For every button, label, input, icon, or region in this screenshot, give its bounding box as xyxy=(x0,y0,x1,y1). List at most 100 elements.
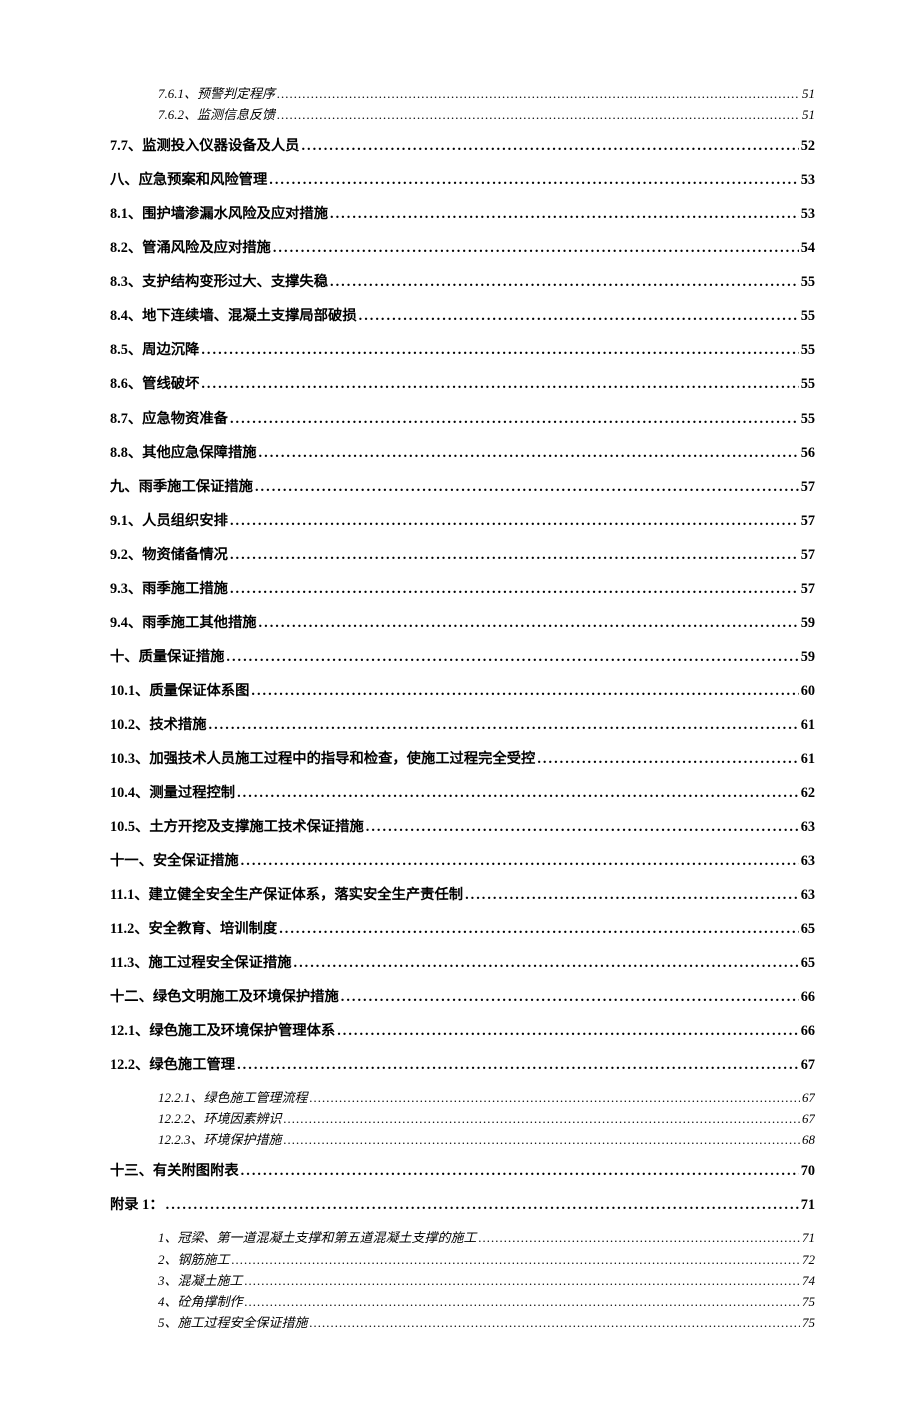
toc-label: 8.7、应急物资准备 xyxy=(110,409,228,429)
toc-entry: 十一、安全保证措施63 xyxy=(110,851,815,871)
toc-leader-dots xyxy=(230,545,799,565)
toc-page-number: 60 xyxy=(801,681,815,701)
toc-leader-dots xyxy=(301,136,798,156)
toc-page-number: 51 xyxy=(802,85,815,103)
toc-page-number: 63 xyxy=(801,817,815,837)
toc-entry: 3、混凝土施工 74 xyxy=(110,1272,815,1290)
toc-page-number: 55 xyxy=(801,340,815,360)
toc-entry: 11.3、施工过程安全保证措施 65 xyxy=(110,953,815,973)
table-of-contents: 7.6.1、预警判定程序51 7.6.2、监测信息反馈 51 7.7、监测投入仪器设备… xyxy=(110,85,815,1332)
toc-leader-dots xyxy=(330,204,799,224)
toc-label: 十三、有关附图附表 xyxy=(110,1161,239,1181)
toc-label: 十二、绿色文明施工及环境保护措施 xyxy=(110,987,339,1007)
toc-entry: 10.5、土方开挖及支撑施工技术保证措施 63 xyxy=(110,817,815,837)
toc-leader-dots xyxy=(310,1089,800,1107)
toc-label: 4、砼角撑制作 xyxy=(158,1293,243,1311)
toc-leader-dots xyxy=(259,443,799,463)
toc-leader-dots xyxy=(166,1195,799,1215)
toc-label: 2、钢筋施工 xyxy=(158,1251,230,1269)
toc-label: 十一、安全保证措施 xyxy=(110,851,239,871)
toc-label: 10.2、技术措施 xyxy=(110,715,207,735)
toc-page-number: 72 xyxy=(802,1251,815,1269)
toc-entry: 7.7、监测投入仪器设备及人员52 xyxy=(110,136,815,156)
toc-entry: 5、施工过程安全保证措施75 xyxy=(110,1314,815,1332)
toc-label: 11.1、建立健全安全生产保证体系，落实安全生产责任制 xyxy=(110,885,463,905)
toc-entry: 10.1、质量保证体系图 60 xyxy=(110,681,815,701)
toc-page-number: 55 xyxy=(801,409,815,429)
toc-leader-dots xyxy=(241,851,799,871)
toc-entry: 12.2.1、绿色施工管理流程 67 xyxy=(110,1089,815,1107)
toc-label: 1、冠梁、第一道混凝土支撑和第五道混凝土支撑的施工 xyxy=(158,1229,477,1247)
toc-leader-dots xyxy=(537,749,798,769)
toc-page-number: 65 xyxy=(801,919,815,939)
toc-label: 10.5、土方开挖及支撑施工技术保证措施 xyxy=(110,817,364,837)
toc-entry: 12.2.3、环境保护措施68 xyxy=(110,1131,815,1149)
toc-page-number: 75 xyxy=(802,1314,815,1332)
toc-leader-dots xyxy=(201,340,798,360)
toc-leader-dots xyxy=(277,106,800,124)
toc-leader-dots xyxy=(241,1161,799,1181)
toc-entry: 十、质量保证措施59 xyxy=(110,647,815,667)
toc-entry: 8.7、应急物资准备 55 xyxy=(110,409,815,429)
toc-label: 8.3、支护结构变形过大、支撑失稳 xyxy=(110,272,328,292)
toc-entry: 9.4、雨季施工其他措施59 xyxy=(110,613,815,633)
toc-entry: 4、砼角撑制作75 xyxy=(110,1293,815,1311)
toc-label: 8.1、围护墙渗漏水风险及应对措施 xyxy=(110,204,328,224)
toc-page-number: 67 xyxy=(802,1089,815,1107)
toc-page-number: 66 xyxy=(801,1021,815,1041)
toc-page-number: 51 xyxy=(802,106,815,124)
toc-leader-dots xyxy=(259,613,799,633)
toc-entry: 10.3、加强技术人员施工过程中的指导和检查，使施工过程完全受控61 xyxy=(110,749,815,769)
toc-label: 9.1、人员组织安排 xyxy=(110,511,228,531)
toc-page-number: 55 xyxy=(801,374,815,394)
toc-entry: 8.3、支护结构变形过大、支撑失稳 55 xyxy=(110,272,815,292)
toc-leader-dots xyxy=(330,272,799,292)
toc-entry: 8.4、地下连续墙、混凝土支撑局部破损55 xyxy=(110,306,815,326)
toc-page-number: 57 xyxy=(801,579,815,599)
toc-entry: 11.2、安全教育、培训制度65 xyxy=(110,919,815,939)
toc-entry: 8.2、管涌风险及应对措施54 xyxy=(110,238,815,258)
toc-label: 十、质量保证措施 xyxy=(110,647,224,667)
toc-label: 8.2、管涌风险及应对措施 xyxy=(110,238,271,258)
toc-label: 8.5、周边沉降 xyxy=(110,340,199,360)
toc-entry: 7.6.1、预警判定程序51 xyxy=(110,85,815,103)
toc-entry: 九、雨季施工保证措施57 xyxy=(110,477,815,497)
toc-entry: 附录 1：71 xyxy=(110,1195,815,1215)
toc-label: 10.3、加强技术人员施工过程中的指导和检查，使施工过程完全受控 xyxy=(110,749,535,769)
toc-leader-dots xyxy=(255,477,799,497)
toc-entry: 9.1、人员组织安排57 xyxy=(110,511,815,531)
toc-label: 3、混凝土施工 xyxy=(158,1272,243,1290)
toc-leader-dots xyxy=(230,579,799,599)
toc-leader-dots xyxy=(273,238,799,258)
toc-page-number: 65 xyxy=(801,953,815,973)
toc-page-number: 68 xyxy=(802,1131,815,1149)
toc-entry: 八、应急预案和风险管理53 xyxy=(110,170,815,190)
toc-label: 11.3、施工过程安全保证措施 xyxy=(110,953,292,973)
toc-page-number: 71 xyxy=(801,1195,815,1215)
toc-entry: 10.4、测量过程控制62 xyxy=(110,783,815,803)
toc-entry: 8.5、周边沉降 55 xyxy=(110,340,815,360)
toc-entry: 2、钢筋施工 72 xyxy=(110,1251,815,1269)
toc-page-number: 55 xyxy=(801,306,815,326)
toc-leader-dots xyxy=(479,1229,800,1247)
toc-entry: 8.6、管线破坏 55 xyxy=(110,374,815,394)
toc-page-number: 52 xyxy=(801,136,815,156)
toc-entry: 12.2.2、环境因素辨识67 xyxy=(110,1110,815,1128)
toc-label: 10.1、质量保证体系图 xyxy=(110,681,249,701)
toc-page-number: 53 xyxy=(801,204,815,224)
toc-entry: 9.2、物资储备情况57 xyxy=(110,545,815,565)
toc-entry: 7.6.2、监测信息反馈 51 xyxy=(110,106,815,124)
toc-leader-dots xyxy=(279,919,799,939)
toc-leader-dots xyxy=(226,647,798,667)
toc-label: 八、应急预案和风险管理 xyxy=(110,170,267,190)
toc-leader-dots xyxy=(269,170,798,190)
toc-leader-dots xyxy=(337,1021,799,1041)
toc-label: 12.2.1、绿色施工管理流程 xyxy=(158,1089,308,1107)
toc-label: 12.1、绿色施工及环境保护管理体系 xyxy=(110,1021,335,1041)
toc-page-number: 59 xyxy=(801,613,815,633)
toc-label: 8.6、管线破坏 xyxy=(110,374,199,394)
toc-leader-dots xyxy=(237,783,799,803)
toc-page-number: 55 xyxy=(801,272,815,292)
toc-label: 7.6.2、监测信息反馈 xyxy=(158,106,275,124)
toc-page-number: 74 xyxy=(802,1272,815,1290)
